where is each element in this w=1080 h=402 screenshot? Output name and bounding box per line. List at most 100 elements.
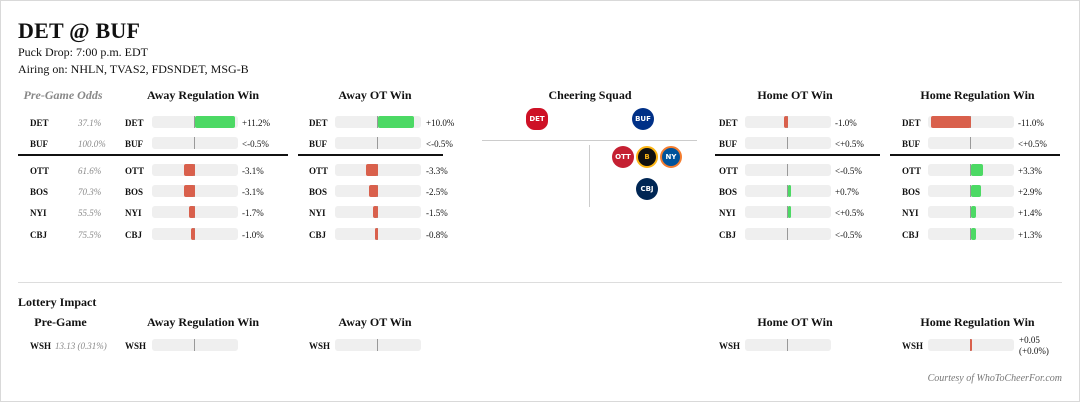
islanders-logo-icon: NY [660,146,682,168]
home-ot-team-ott: OTT [719,166,739,176]
away-ot-bar-det [335,116,421,128]
bar-fill [971,185,982,197]
bar-fill [375,228,378,240]
home-reg-value-bos: +2.9% [1018,187,1042,197]
bar-fill [366,164,378,176]
home-reg-bar-bos [928,185,1014,197]
lottery-home-reg-value: +0.05 [1019,335,1040,345]
away-ot-value-nyi: -1.5% [426,208,448,218]
home-reg-team-bos: BOS [902,187,921,197]
bar-fill [971,206,977,218]
home-ot-team-buf: BUF [719,139,737,149]
bar-fill [195,116,236,128]
bar-fill [369,185,378,197]
lottery-away-reg-bar [152,339,238,351]
away-ot-team-cbj: CBJ [309,230,327,240]
away-ot-value-buf: <-0.5% [426,139,453,149]
home-ot-team-cbj: CBJ [719,230,737,240]
pregame-odds-buf: 100.0% [78,139,106,149]
pregame-team-det: DET [30,118,49,128]
bar-fill [378,116,414,128]
away-reg-team-bos: BOS [125,187,144,197]
away-ot-team-bos: BOS [309,187,328,197]
away-reg-value-ott: -3.1% [242,166,264,176]
home-reg-team-ott: OTT [902,166,922,176]
bar-fill [931,116,971,128]
home-ot-bar-nyi [745,206,831,218]
table-separator-home-ot [715,154,880,156]
table-separator-left [18,154,288,156]
home-reg-bar-nyi [928,206,1014,218]
lottery-home-reg-team: WSH [902,341,924,351]
home-ot-value-ott: <-0.5% [835,166,862,176]
away-ot-value-ott: -3.3% [426,166,448,176]
home-reg-bar-buf [928,137,1014,149]
home-reg-value-buf: <+0.5% [1018,139,1047,149]
away-ot-heading: Away OT Win [338,88,412,102]
away-reg-bar-det [152,116,238,128]
pregame-odds-cbj: 75.5% [78,230,102,240]
bar-fill [372,206,378,218]
pregame-team-buf: BUF [30,139,48,149]
away-ot-team-ott: OTT [309,166,329,176]
pregame-odds-heading: Pre-Game Odds [23,88,103,102]
away-reg-bar-nyi [152,206,238,218]
away-ot-bar-bos [335,185,421,197]
pregame-team-bos: BOS [30,187,49,197]
bar-fill [788,206,791,218]
home-ot-value-buf: <+0.5% [835,139,864,149]
home-ot-team-bos: BOS [719,187,738,197]
away-regulation-heading: Away Regulation Win [146,88,260,102]
red-wings-logo-icon: DET [526,108,548,130]
away-ot-bar-ott [335,164,421,176]
lottery-away-reg-team: WSH [125,341,147,351]
away-reg-team-cbj: CBJ [125,230,143,240]
home-reg-value-det: -11.0% [1018,118,1044,128]
home-reg-team-det: DET [902,118,921,128]
home-ot-value-nyi: <+0.5% [835,208,864,218]
home-ot-bar-bos [745,185,831,197]
pregame-odds-nyi: 55.5% [78,208,102,218]
lottery-away-ot-heading: Away OT Win [338,315,412,329]
pregame-odds-bos: 70.3% [78,187,102,197]
away-reg-team-nyi: NYI [125,208,142,218]
bar-fill [183,164,195,176]
home-ot-bar-cbj [745,228,831,240]
away-reg-value-bos: -3.1% [242,187,264,197]
away-ot-bar-buf [335,137,421,149]
away-reg-value-det: +11.2% [242,118,270,128]
away-reg-bar-buf [152,137,238,149]
pregame-odds-det: 37.1% [78,118,102,128]
pregame-odds-ott: 61.6% [78,166,102,176]
home-reg-bar-cbj [928,228,1014,240]
lottery-home-regulation-heading: Home Regulation Win [920,315,1035,329]
bar-fill [183,185,195,197]
bar-fill [191,228,195,240]
senators-logo-icon: OTT [612,146,634,168]
away-reg-value-buf: <-0.5% [242,139,269,149]
away-ot-bar-cbj [335,228,421,240]
cheering-divider-horizontal [482,140,697,141]
bar-fill [784,116,788,128]
bar-fill [971,164,983,176]
home-reg-team-buf: BUF [902,139,920,149]
credit-text: Courtesy of WhoToCheerFor.com [927,373,1062,384]
away-ot-bar-nyi [335,206,421,218]
broadcast-networks: Airing on: NHLN, TVAS2, FDSNDET, MSG-B [18,62,249,76]
away-ot-team-nyi: NYI [309,208,326,218]
pregame-team-cbj: CBJ [30,230,48,240]
home-ot-team-det: DET [719,118,738,128]
home-ot-value-cbj: <-0.5% [835,230,862,240]
away-ot-team-det: DET [309,118,328,128]
home-reg-team-cbj: CBJ [902,230,920,240]
lottery-home-reg-percent: (+0.0%) [1019,346,1049,356]
cheering-squad-heading: Cheering Squad [548,88,632,102]
away-reg-bar-bos [152,185,238,197]
lottery-home-reg-bar [928,339,1014,351]
blue-jackets-logo-icon: CBJ [636,178,658,200]
lottery-home-ot-bar [745,339,831,351]
home-ot-bar-buf [745,137,831,149]
away-ot-value-det: +10.0% [426,118,455,128]
away-reg-team-det: DET [125,118,144,128]
away-reg-value-nyi: -1.7% [242,208,264,218]
